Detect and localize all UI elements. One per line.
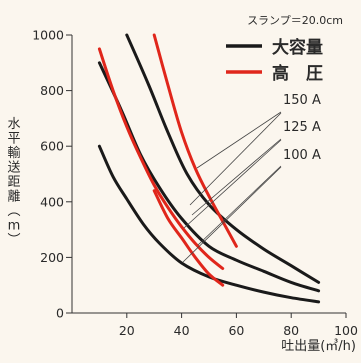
x-tick-label: 20 <box>119 323 135 338</box>
pipe-label-125a: 125 A <box>283 120 321 135</box>
y-axis-title: 水平輸送距離︵ m ︶ <box>7 117 20 248</box>
series-lines <box>97 33 321 304</box>
series-line-large-150a <box>125 33 321 284</box>
legend-label-high-pressure: 高 圧 <box>272 63 323 84</box>
series-line-high-pressure-100a <box>152 189 225 287</box>
series-line-high-pressure-125a <box>97 47 225 270</box>
pointer-125a-b <box>183 139 282 229</box>
chart-note: スランプ＝20.0cm <box>247 14 343 27</box>
pointer-100a-a <box>197 165 282 246</box>
pointer-125a-a <box>191 138 282 216</box>
pointer-150a-a <box>196 111 282 169</box>
pointer-100a-b <box>182 166 282 263</box>
y-tick-label: 400 <box>40 194 64 209</box>
y-tick-label: 800 <box>40 83 64 98</box>
x-tick-label: 80 <box>283 323 299 338</box>
pipe-label-100a: 100 A <box>283 148 321 163</box>
x-axis-title: 吐出量(㎥/h) <box>281 339 356 354</box>
y-tick-label: 600 <box>40 139 64 154</box>
legend: 大容量 高 圧 <box>226 37 323 84</box>
y-tick-label: 1000 <box>32 28 64 43</box>
y-axis: 0 200 400 600 800 1000 <box>32 28 73 321</box>
pointer-150a-b <box>189 112 282 206</box>
x-tick-label: 100 <box>334 323 358 338</box>
pipe-labels: 150 A 125 A 100 A <box>182 93 321 263</box>
x-tick-label: 60 <box>228 323 244 338</box>
y-tick-label: 200 <box>40 250 64 265</box>
y-tick-label: 0 <box>56 306 64 321</box>
pipe-label-150a: 150 A <box>283 93 321 108</box>
legend-label-large: 大容量 <box>272 37 323 58</box>
x-axis: 20 40 60 80 100 <box>72 312 358 338</box>
series-line-large-100a <box>97 144 321 304</box>
x-tick-label: 40 <box>174 323 190 338</box>
